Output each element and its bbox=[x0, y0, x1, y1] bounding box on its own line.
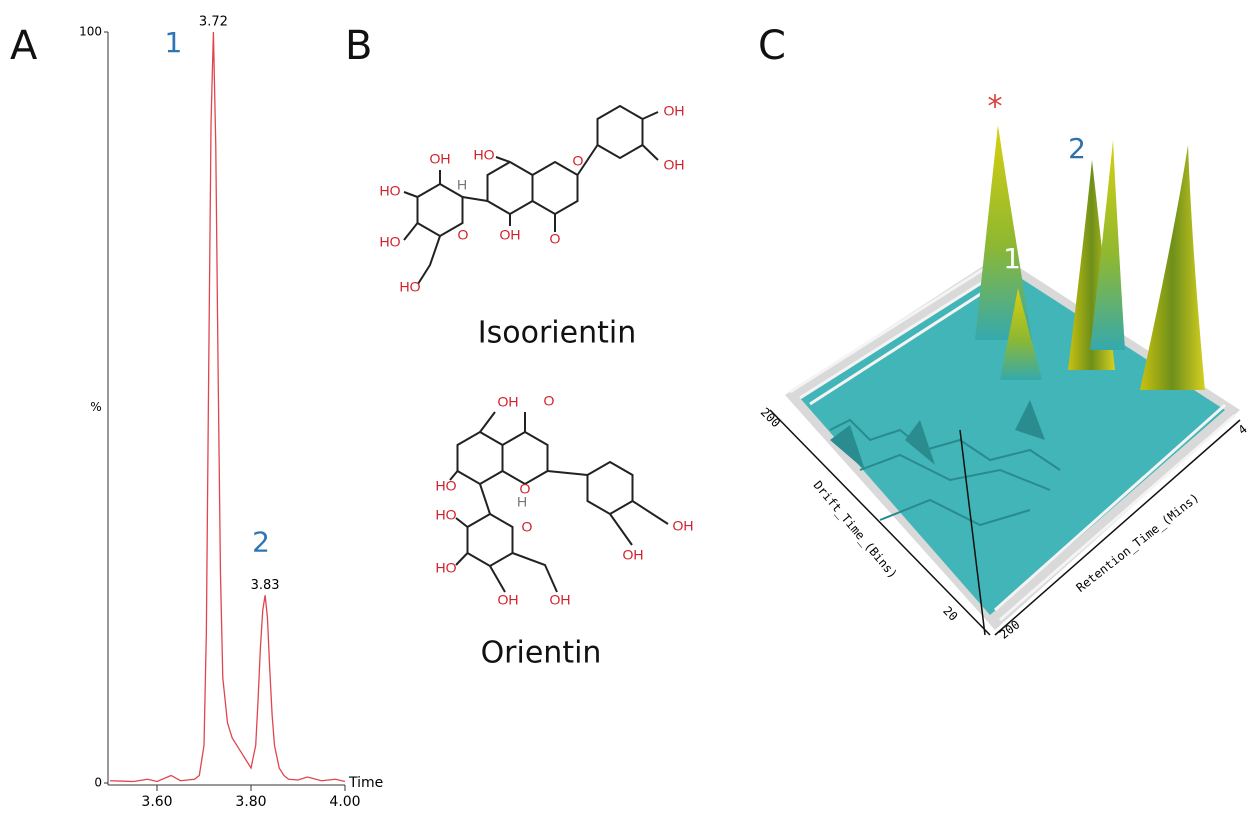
atom: HO bbox=[436, 507, 457, 523]
atom: OH bbox=[498, 394, 519, 410]
ring bbox=[466, 512, 514, 568]
peak bbox=[975, 125, 1032, 340]
ring bbox=[416, 182, 464, 238]
tick-label: 200 bbox=[758, 405, 783, 430]
surface-edge bbox=[789, 260, 1236, 622]
atom: O bbox=[573, 153, 584, 169]
atom: OH bbox=[673, 518, 694, 534]
atom: HO bbox=[400, 279, 421, 295]
peak bbox=[1000, 288, 1042, 380]
atom: OH bbox=[430, 151, 451, 167]
atom: O bbox=[550, 231, 561, 247]
tick-label: 20 bbox=[940, 604, 960, 624]
peak-number: 1 bbox=[164, 26, 182, 59]
x-tick-label: 3.60 bbox=[141, 794, 172, 810]
atom: HO bbox=[436, 560, 457, 576]
panel-b: B HO OH O O OH OH H O OH HO HO HO Isoori… bbox=[345, 23, 694, 671]
structure: HO OH O O OH OH H O OH HO HO HO Isoorien… bbox=[380, 103, 685, 351]
surface bbox=[800, 268, 1225, 615]
panel-label: B bbox=[345, 23, 372, 69]
peak bbox=[1140, 145, 1205, 390]
atom: OH bbox=[550, 592, 571, 608]
peak-number: 1 bbox=[1003, 242, 1021, 275]
atom: H bbox=[517, 494, 527, 510]
x-tick-label: 3.80 bbox=[235, 794, 266, 810]
peak bbox=[1090, 140, 1125, 350]
atom: O bbox=[520, 481, 531, 497]
peak-number: 2 bbox=[1068, 132, 1086, 165]
panel-a: A 0 100 3.60 3.80 4.00% Time 3.72 1 3.83 2 bbox=[10, 15, 383, 811]
structure: OH O HO O OH OH H O HO HO OH OH Orientin bbox=[436, 393, 694, 671]
y-axis-label: % bbox=[90, 400, 101, 414]
ring bbox=[456, 430, 504, 486]
peak-value-label: 3.72 bbox=[199, 15, 228, 30]
x-axis-label: Time bbox=[348, 775, 383, 791]
peak-value-label: 3.83 bbox=[251, 578, 280, 593]
tick-label: 4 bbox=[1236, 422, 1250, 437]
compound-name: Orientin bbox=[481, 636, 602, 671]
axis-line bbox=[769, 409, 1241, 636]
atom: OH bbox=[664, 103, 685, 119]
atom: HO bbox=[380, 183, 401, 199]
atom: OH bbox=[498, 592, 519, 608]
atom: OH bbox=[623, 547, 644, 563]
ring bbox=[486, 160, 534, 216]
peak-marker: * bbox=[988, 90, 1003, 125]
compound-name: Isoorientin bbox=[478, 316, 636, 351]
ring bbox=[586, 460, 634, 516]
bonds bbox=[403, 111, 659, 285]
atom: HO bbox=[474, 147, 495, 163]
peak-number: 2 bbox=[252, 525, 270, 558]
y-tick-label: 0 bbox=[94, 776, 102, 790]
atom: OH bbox=[500, 227, 521, 243]
panel-c: C * 1 2 Drift_Time_(Bins) Retention_Time… bbox=[758, 23, 1250, 642]
ring bbox=[531, 160, 579, 216]
atom: O bbox=[522, 519, 533, 535]
atom: OH bbox=[664, 157, 685, 173]
atom: HO bbox=[436, 478, 457, 494]
trace bbox=[109, 31, 346, 783]
panel-label: C bbox=[758, 23, 786, 69]
atom: O bbox=[458, 227, 469, 243]
atom: H bbox=[457, 177, 467, 193]
panel-label: A bbox=[10, 23, 38, 69]
x-tick-label: 4.00 bbox=[329, 794, 360, 810]
y-tick-label: 100 bbox=[79, 25, 102, 39]
ring bbox=[501, 430, 549, 486]
bonds bbox=[449, 411, 669, 593]
ring bbox=[596, 104, 644, 160]
atom: O bbox=[544, 393, 555, 409]
atom: HO bbox=[380, 234, 401, 250]
